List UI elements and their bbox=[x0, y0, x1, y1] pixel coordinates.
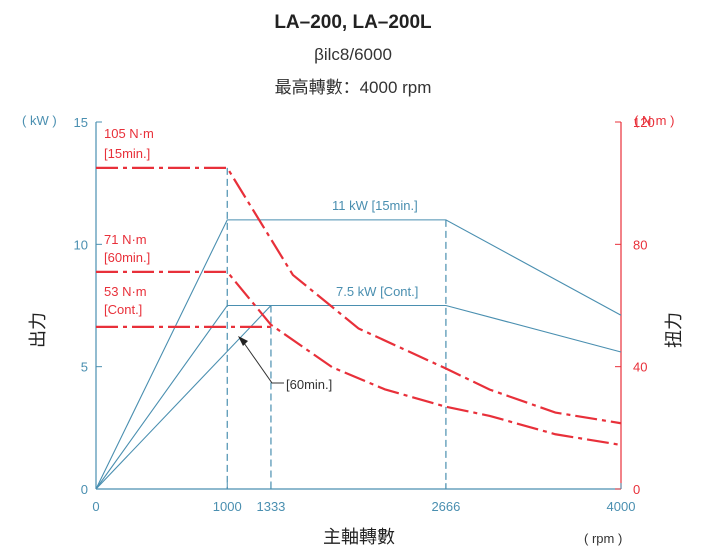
tick-marks: 0 5 10 15 0 40 80 120 0 1000 1333 2666 4000 bbox=[74, 115, 655, 514]
label-71nm-duration: [60min.] bbox=[104, 250, 150, 265]
y-right-tick-label: 0 bbox=[633, 482, 640, 497]
guide-lines bbox=[226, 167, 447, 489]
y-left-tick-label: 10 bbox=[74, 237, 88, 252]
y-right-tick-label: 80 bbox=[633, 237, 647, 252]
label-53nm-duration: [Cont.] bbox=[104, 302, 142, 317]
power-curve-cont bbox=[95, 304, 622, 490]
x-tick-label: 1000 bbox=[213, 499, 242, 514]
pointer-60min-arrowhead bbox=[238, 336, 248, 346]
chart-subtitle-max-speed: 最高轉數：4000 rpm bbox=[275, 78, 432, 97]
y-left-tick-label: 15 bbox=[74, 115, 88, 130]
y-right-tick-label: 40 bbox=[633, 360, 647, 375]
x-title: 主軸轉數 bbox=[323, 527, 395, 547]
torque-curve-60min bbox=[96, 270, 622, 447]
y-right-title: 扭力 bbox=[664, 312, 684, 348]
chart-title: LA–200, LA–200L bbox=[274, 12, 432, 33]
y-left-unit: ( kW ) bbox=[22, 113, 57, 128]
torque-curve-15min bbox=[96, 166, 622, 425]
torque-curves bbox=[96, 166, 622, 447]
power-curve-60min bbox=[95, 305, 272, 490]
power-curves bbox=[95, 219, 622, 490]
label-71nm: 71 N·m bbox=[104, 232, 147, 247]
pointer-60min-leader bbox=[243, 342, 284, 384]
label-53nm: 53 N·m bbox=[104, 284, 147, 299]
y-left-tick-label: 0 bbox=[81, 482, 88, 497]
power-curve-15min bbox=[95, 219, 622, 490]
label-60min: [60min.] bbox=[286, 377, 332, 392]
label-105nm: 105 N·m bbox=[104, 126, 154, 141]
chart-subtitle-motor: βilc8/6000 bbox=[314, 45, 392, 64]
y-left-title: 出力 bbox=[28, 312, 48, 348]
x-tick-label: 0 bbox=[92, 499, 99, 514]
x-tick-label: 1333 bbox=[256, 499, 285, 514]
x-tick-label: 2666 bbox=[431, 499, 460, 514]
y-right-unit: ( N·m ) bbox=[634, 113, 674, 128]
y-left-tick-label: 5 bbox=[81, 360, 88, 375]
x-tick-label: 4000 bbox=[607, 499, 636, 514]
label-11kw: 11 kW [15min.] bbox=[332, 198, 418, 213]
x-unit: ( rpm ) bbox=[584, 531, 622, 546]
label-105nm-duration: [15min.] bbox=[104, 146, 150, 161]
label-7-5kw: 7.5 kW [Cont.] bbox=[336, 284, 418, 299]
y-right-tick-label: 120 bbox=[633, 115, 655, 130]
